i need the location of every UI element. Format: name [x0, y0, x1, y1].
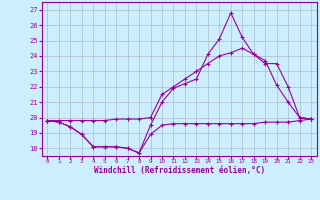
X-axis label: Windchill (Refroidissement éolien,°C): Windchill (Refroidissement éolien,°C) [94, 166, 265, 175]
